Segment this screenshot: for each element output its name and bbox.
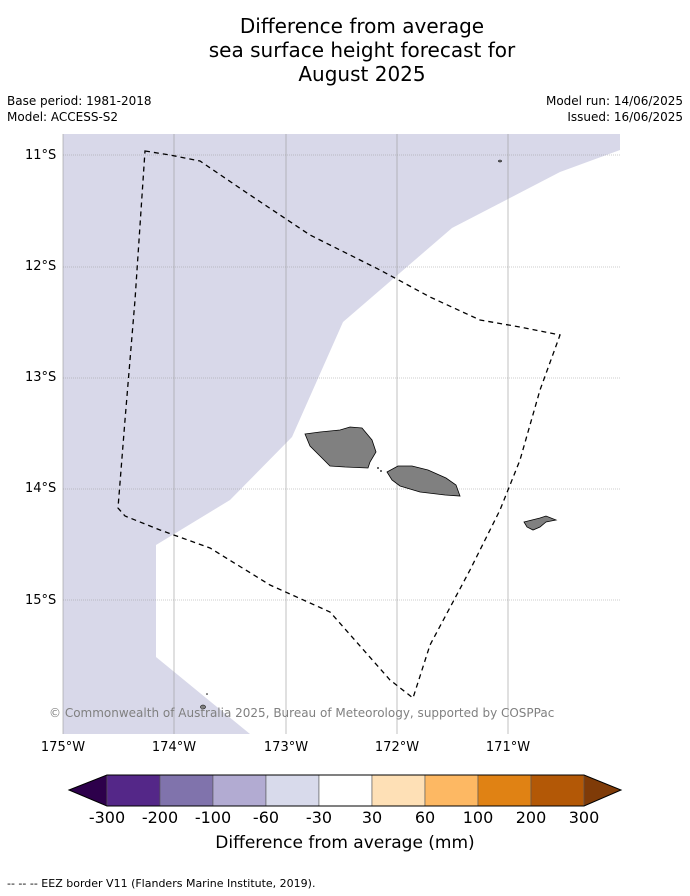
- tutuila-island: [523, 515, 558, 531]
- colorbar-tick-8: 100: [462, 808, 494, 827]
- lon-label-171w: 171°W: [485, 740, 531, 755]
- colorbar-extend-left: [68, 774, 108, 807]
- lon-label-174w: 174°W: [151, 740, 197, 755]
- colorbar-tick-10: 300: [568, 808, 600, 827]
- eez-border: [117, 150, 561, 700]
- title-line-2: sea surface height forecast for: [208, 38, 516, 62]
- colorbar-segment-1: [106, 774, 161, 807]
- colorbar-tick-5: -30: [305, 808, 333, 827]
- colorbar-segment-6: [371, 774, 426, 807]
- colorbar-tick-4: -60: [252, 808, 280, 827]
- meta-left: Base period: 1981-2018 Model: ACCESS-S2: [7, 93, 152, 125]
- base-period-text: Base period: 1981-2018: [7, 94, 152, 108]
- colorbar-tick-7: 60: [414, 808, 436, 827]
- map-title: Difference from average sea surface heig…: [0, 14, 690, 86]
- small-island-south: [200, 704, 206, 710]
- lon-label-175w: 175°W: [40, 740, 86, 755]
- colorbar-segment-9: [530, 774, 585, 807]
- colorbar-tick-3: -100: [194, 808, 232, 827]
- colorbar-segment-4: [265, 774, 320, 807]
- colorbar: [68, 774, 622, 807]
- colorbar-label: Difference from average (mm): [215, 833, 475, 853]
- colorbar-tick-1: -300: [88, 808, 126, 827]
- lat-label-15s: 15°S: [25, 593, 57, 608]
- lon-label-173w: 173°W: [263, 740, 309, 755]
- sea-height-anomaly-region: [63, 134, 620, 734]
- colorbar-segment-7: [424, 774, 479, 807]
- eez-footnote: -- -- -- EEZ border V11 (Flanders Marine…: [7, 877, 316, 890]
- colorbar-tick-9: 200: [515, 808, 547, 827]
- colorbar-tick-2: -200: [141, 808, 179, 827]
- lon-label-172w: 172°W: [374, 740, 420, 755]
- lat-label-14s: 14°S: [25, 481, 57, 496]
- copyright-text: © Commonwealth of Australia 2025, Bureau…: [49, 706, 555, 720]
- colorbar-tick-6: 30: [361, 808, 383, 827]
- title-line-1: Difference from average: [239, 14, 485, 38]
- gridlines: [63, 134, 620, 734]
- small-island-north: [498, 159, 502, 163]
- savaii-island: [304, 426, 377, 469]
- upolu-island: [386, 465, 461, 497]
- meta-right: Model run: 14/06/2025 Issued: 16/06/2025: [546, 93, 683, 125]
- lat-label-13s: 13°S: [25, 370, 57, 385]
- issued-text: Issued: 16/06/2025: [567, 110, 683, 124]
- model-text: Model: ACCESS-S2: [7, 110, 119, 124]
- lat-label-11s: 11°S: [25, 148, 57, 163]
- title-line-3: August 2025: [298, 62, 426, 86]
- colorbar-segment-8: [477, 774, 532, 807]
- lat-label-12s: 12°S: [25, 259, 57, 274]
- colorbar-segment-5: [318, 774, 373, 807]
- colorbar-extend-right: [583, 774, 622, 807]
- model-run-text: Model run: 14/06/2025: [545, 94, 683, 108]
- colorbar-segment-3: [212, 774, 267, 807]
- colorbar-segment-2: [159, 774, 214, 807]
